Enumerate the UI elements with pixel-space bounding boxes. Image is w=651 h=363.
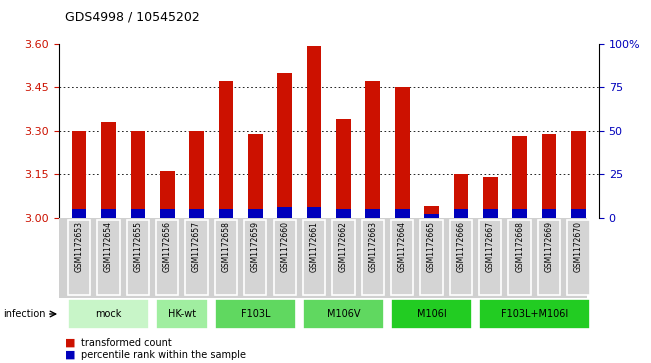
Bar (72, 209, 87, 218)
Bar (542, 209, 557, 218)
Text: GSM1172664: GSM1172664 (398, 221, 407, 272)
Text: ■: ■ (65, 350, 76, 360)
Bar (101, 122, 116, 218)
FancyBboxPatch shape (215, 299, 296, 329)
FancyBboxPatch shape (479, 299, 590, 329)
FancyBboxPatch shape (156, 220, 178, 295)
Bar (395, 87, 409, 218)
Bar (131, 209, 145, 218)
Bar (219, 81, 233, 218)
Bar (571, 131, 586, 218)
Bar (189, 209, 204, 218)
Text: F103L+M106I: F103L+M106I (501, 309, 568, 319)
Text: GSM1172665: GSM1172665 (427, 221, 436, 272)
Bar (483, 209, 497, 218)
Bar (365, 209, 380, 218)
Text: GSM1172670: GSM1172670 (574, 221, 583, 272)
Bar (72, 131, 87, 218)
Text: HK-wt: HK-wt (168, 309, 196, 319)
Bar (131, 131, 145, 218)
FancyBboxPatch shape (421, 220, 443, 295)
Bar (512, 136, 527, 218)
Bar (248, 134, 263, 218)
Bar (542, 134, 557, 218)
Bar (101, 209, 116, 218)
FancyBboxPatch shape (362, 220, 384, 295)
Bar (307, 207, 322, 218)
Text: F103L: F103L (241, 309, 270, 319)
Bar (424, 206, 439, 218)
Text: M106I: M106I (417, 309, 447, 319)
Bar (454, 209, 468, 218)
FancyBboxPatch shape (303, 220, 326, 295)
FancyBboxPatch shape (68, 220, 90, 295)
Text: GSM1172659: GSM1172659 (251, 221, 260, 272)
FancyBboxPatch shape (273, 220, 296, 295)
Text: GSM1172666: GSM1172666 (456, 221, 465, 272)
Text: percentile rank within the sample: percentile rank within the sample (81, 350, 246, 360)
Text: GSM1172661: GSM1172661 (310, 221, 318, 272)
Text: mock: mock (95, 309, 122, 319)
FancyBboxPatch shape (391, 220, 413, 295)
FancyBboxPatch shape (127, 220, 149, 295)
Bar (307, 46, 322, 218)
FancyBboxPatch shape (391, 299, 472, 329)
Text: GSM1172660: GSM1172660 (280, 221, 289, 272)
Text: GSM1172655: GSM1172655 (133, 221, 143, 272)
Bar (454, 174, 468, 218)
FancyBboxPatch shape (479, 220, 501, 295)
Text: M106V: M106V (327, 309, 360, 319)
Text: GDS4998 / 10545202: GDS4998 / 10545202 (65, 11, 200, 24)
Text: GSM1172662: GSM1172662 (339, 221, 348, 272)
FancyBboxPatch shape (567, 220, 590, 295)
Text: GSM1172654: GSM1172654 (104, 221, 113, 272)
FancyBboxPatch shape (244, 220, 266, 295)
Bar (277, 73, 292, 218)
Text: GSM1172669: GSM1172669 (544, 221, 553, 272)
FancyBboxPatch shape (332, 220, 355, 295)
Bar (395, 209, 409, 218)
Text: transformed count: transformed count (81, 338, 172, 348)
Text: GSM1172657: GSM1172657 (192, 221, 201, 272)
Text: GSM1172663: GSM1172663 (368, 221, 378, 272)
FancyBboxPatch shape (68, 299, 149, 329)
Text: infection: infection (3, 309, 46, 319)
Text: GSM1172668: GSM1172668 (515, 221, 524, 272)
Bar (336, 209, 351, 218)
Bar (277, 207, 292, 218)
Bar (160, 209, 174, 218)
Text: GSM1172658: GSM1172658 (221, 221, 230, 272)
FancyBboxPatch shape (156, 299, 208, 329)
Bar (483, 177, 497, 218)
Bar (160, 171, 174, 218)
Text: ■: ■ (65, 338, 76, 348)
Bar (571, 209, 586, 218)
Bar (424, 214, 439, 218)
FancyBboxPatch shape (215, 220, 237, 295)
Bar (248, 209, 263, 218)
Bar (219, 209, 233, 218)
Text: GSM1172653: GSM1172653 (75, 221, 83, 272)
FancyBboxPatch shape (303, 299, 384, 329)
FancyBboxPatch shape (450, 220, 472, 295)
Bar (365, 81, 380, 218)
Text: GSM1172656: GSM1172656 (163, 221, 172, 272)
Bar (512, 209, 527, 218)
FancyBboxPatch shape (538, 220, 560, 295)
Bar (336, 119, 351, 218)
FancyBboxPatch shape (508, 220, 531, 295)
FancyBboxPatch shape (186, 220, 208, 295)
Bar (189, 131, 204, 218)
Text: GSM1172667: GSM1172667 (486, 221, 495, 272)
FancyBboxPatch shape (98, 220, 120, 295)
